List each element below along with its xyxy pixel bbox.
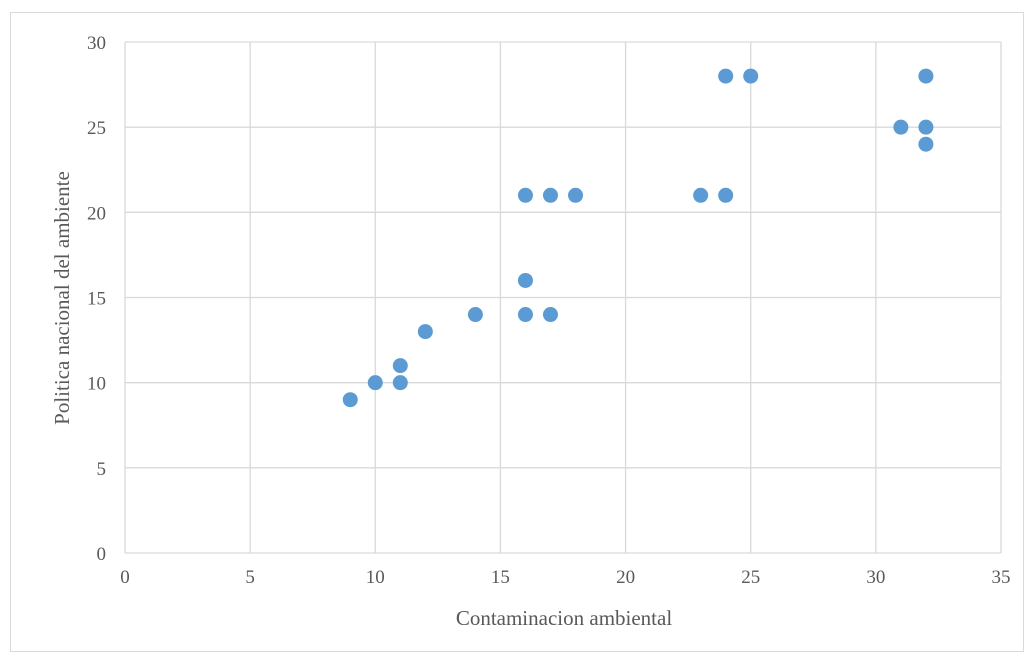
data-point	[392, 375, 408, 391]
data-point	[568, 187, 584, 203]
data-point	[367, 375, 383, 391]
y-tick-label: 0	[97, 544, 107, 565]
data-point	[718, 187, 734, 203]
data-point	[467, 307, 483, 323]
data-point	[918, 136, 934, 152]
chart-frame	[10, 12, 1024, 652]
y-tick-label: 5	[97, 459, 107, 480]
x-tick-label: 20	[616, 567, 635, 588]
x-tick-label: 15	[491, 567, 510, 588]
data-point	[693, 187, 709, 203]
x-axis-title: Contaminacion ambiental	[456, 606, 673, 630]
x-tick-label: 5	[245, 567, 255, 588]
data-point	[517, 187, 533, 203]
y-tick-label: 10	[87, 374, 106, 395]
data-point	[893, 119, 909, 135]
y-tick-label: 25	[87, 118, 106, 139]
data-point	[392, 358, 408, 374]
data-points	[342, 68, 934, 408]
y-axis-ticks: 0 5 10 15 20 25 30	[87, 33, 106, 565]
data-point	[517, 307, 533, 323]
y-tick-label: 30	[87, 33, 106, 54]
y-tick-label: 20	[87, 203, 106, 224]
data-point	[542, 307, 558, 323]
data-point	[542, 187, 558, 203]
x-tick-label: 25	[741, 567, 760, 588]
data-point	[743, 68, 759, 84]
data-point	[918, 68, 934, 84]
x-tick-label: 10	[366, 567, 385, 588]
y-tick-label: 15	[87, 289, 106, 310]
x-tick-label: 30	[866, 567, 885, 588]
data-point	[918, 119, 934, 135]
y-axis-title: Politica nacional del ambiente	[50, 171, 74, 425]
data-point	[417, 324, 433, 340]
data-point	[517, 272, 533, 288]
gridlines	[124, 41, 1002, 554]
data-point	[342, 392, 358, 408]
x-tick-label: 0	[120, 567, 130, 588]
data-point	[718, 68, 734, 84]
x-axis-ticks: 0 5 10 15 20 25 30 35	[120, 567, 1010, 588]
x-tick-label: 35	[992, 567, 1011, 588]
